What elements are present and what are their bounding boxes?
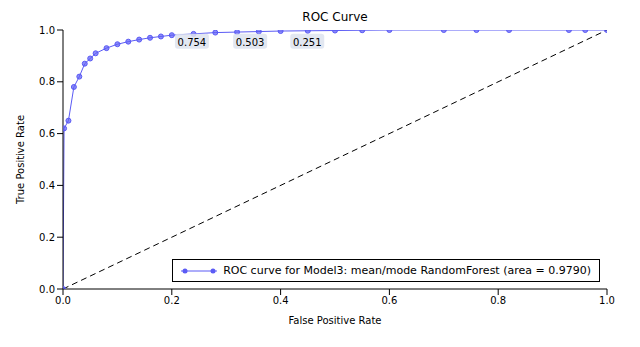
svg-text:0.4: 0.4	[39, 180, 55, 191]
svg-text:0.4: 0.4	[273, 295, 289, 306]
svg-text:0.0: 0.0	[39, 284, 55, 295]
svg-text:0.6: 0.6	[381, 295, 397, 306]
html-text:ROC curve for Model3: mean/mod: ROC curve for Model3: mean/mode RandomFo…	[223, 264, 591, 277]
svg-text:0.8: 0.8	[490, 295, 506, 306]
svg-text:1.0: 1.0	[599, 295, 615, 306]
svg-text:0.8: 0.8	[39, 76, 55, 87]
svg-text:1.0: 1.0	[39, 25, 55, 36]
svg-text:0.0: 0.0	[55, 295, 71, 306]
html-text:ROC Curve: ROC Curve	[302, 10, 368, 24]
svg-text:0.503: 0.503	[236, 37, 265, 48]
svg-text:0.2: 0.2	[164, 295, 180, 306]
svg-text:0.251: 0.251	[293, 37, 322, 48]
svg-text:0.754: 0.754	[178, 37, 207, 48]
svg-text:True Positive Rate: True Positive Rate	[15, 115, 26, 205]
svg-text:0.2: 0.2	[39, 232, 55, 243]
svg-text:False Positive Rate: False Positive Rate	[289, 315, 382, 326]
svg-text:0.6: 0.6	[39, 128, 55, 139]
